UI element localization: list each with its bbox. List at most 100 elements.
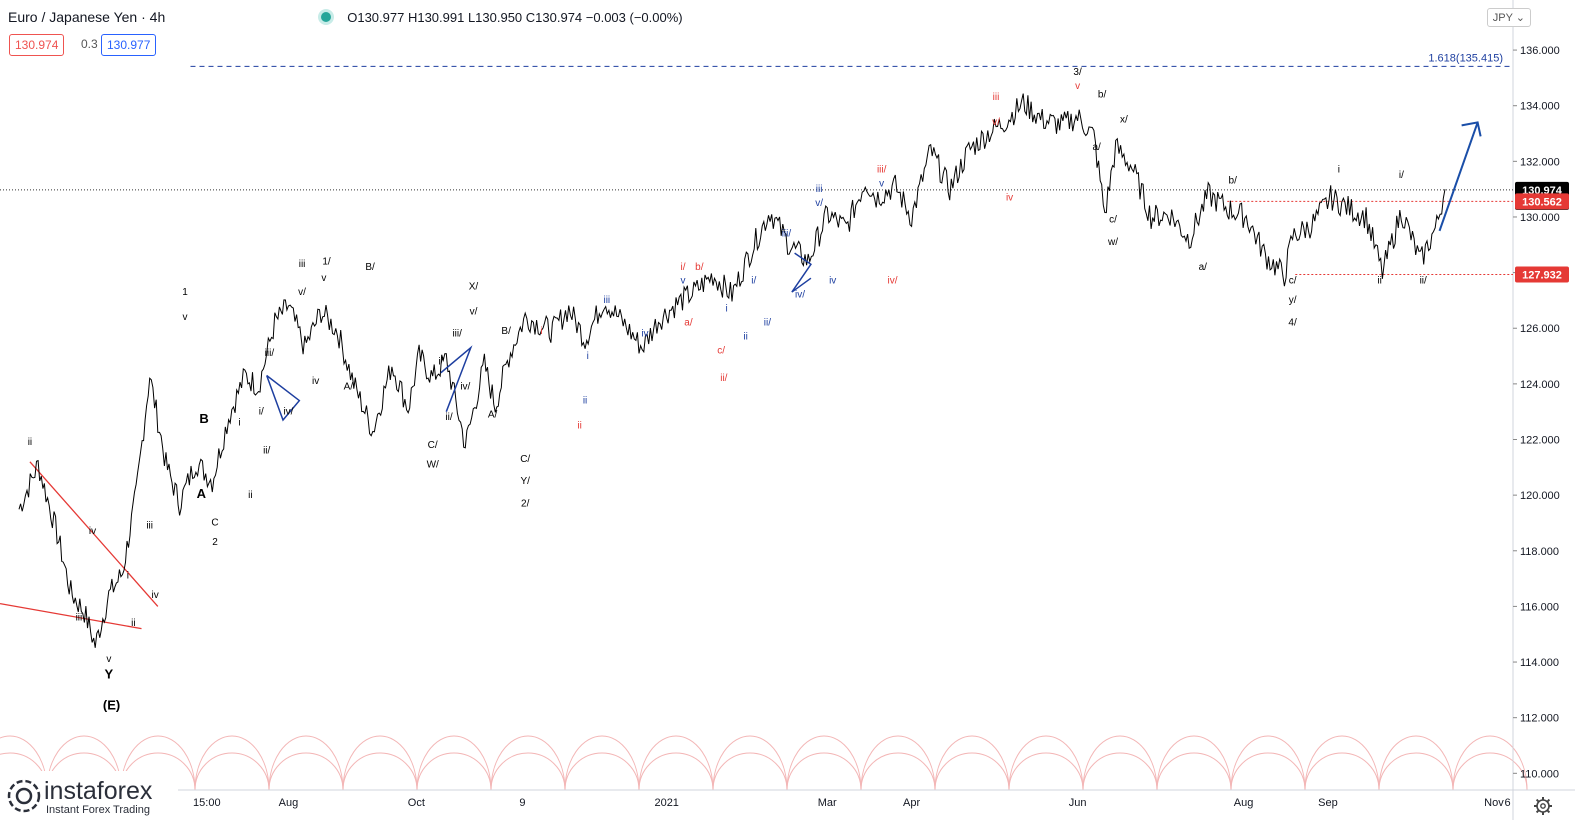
wave-label: c/ xyxy=(1109,215,1117,226)
wave-label: c/ xyxy=(1289,276,1297,287)
y-tick-label: 122.000 xyxy=(1520,435,1560,447)
triangle-pattern[interactable] xyxy=(440,345,473,412)
price-axis[interactable]: 110.000 112.000 114.000 116.000 118.000 120.0… xyxy=(1513,45,1569,780)
wave-label: v xyxy=(106,654,111,665)
symbol-header: Euro / Japanese Yen · 4h O130.977 H130.9… xyxy=(8,9,683,25)
wave-label: iii/ xyxy=(265,348,275,359)
price-series[interactable] xyxy=(18,93,1446,648)
wave-label: A xyxy=(197,486,207,501)
wave-label: i xyxy=(587,351,589,362)
cycle-arc xyxy=(0,735,48,791)
buy-button[interactable]: 130.977 xyxy=(101,34,157,56)
wave-label: ii xyxy=(743,331,747,342)
cycle-arc xyxy=(934,752,1010,791)
cycle-arc xyxy=(194,752,270,791)
wave-label: ii/ xyxy=(720,373,727,384)
triangle-pattern[interactable] xyxy=(791,252,812,293)
wave-label: 1/ xyxy=(322,256,331,267)
cycle-arc xyxy=(1008,752,1084,791)
cycle-arc xyxy=(638,735,714,791)
wave-label: C xyxy=(211,518,218,529)
wave-label: Y xyxy=(105,667,114,682)
cycle-arc xyxy=(860,735,936,791)
wave-label: B/ xyxy=(501,326,511,337)
currency-selector[interactable]: JPY ⌄ xyxy=(1486,8,1531,27)
settings-gear-icon[interactable] xyxy=(1533,796,1553,816)
wave-label: ii xyxy=(28,437,32,448)
level-2-badge: 127.932 xyxy=(1522,269,1562,281)
x-tick-label: 6 xyxy=(1504,797,1510,809)
wave-label: iv/ xyxy=(460,381,470,392)
cycle-arc xyxy=(786,735,862,791)
cycle-arc xyxy=(342,735,418,791)
currency-label: JPY xyxy=(1492,12,1513,24)
spread-value: 0.3 xyxy=(76,34,103,54)
wave-label: Y/ xyxy=(520,476,530,487)
cycle-arc xyxy=(120,735,196,791)
wave-label: iv xyxy=(151,590,158,601)
cycle-arc xyxy=(490,752,566,791)
wave-label: v xyxy=(321,273,326,284)
wave-label: ii xyxy=(577,420,581,431)
triangle-pattern[interactable] xyxy=(265,374,301,422)
cycle-arc xyxy=(1452,735,1528,791)
wave-label: iii xyxy=(299,259,306,270)
projection-arrow[interactable] xyxy=(1438,122,1479,232)
wave-label: ii xyxy=(1377,276,1381,287)
market-status-icon xyxy=(321,12,332,22)
wave-label: iv/ xyxy=(283,406,293,417)
cycle-arc xyxy=(1156,735,1232,791)
wave-label: a/ xyxy=(1092,142,1101,153)
wave-label: A/ xyxy=(488,409,498,420)
wave-label: v xyxy=(183,312,188,323)
wave-label: iv xyxy=(312,376,319,387)
x-tick-label: Aug xyxy=(1234,797,1254,809)
cycle-arc xyxy=(564,752,640,791)
instaforex-logo: instaforex Instant Forex Trading xyxy=(0,771,178,820)
wave-label: v/ xyxy=(470,306,478,317)
cycle-arc xyxy=(416,752,492,791)
wave-label: b/ xyxy=(1229,176,1238,187)
wave-label: v xyxy=(1075,81,1080,92)
y-tick-label: 112.000 xyxy=(1520,713,1559,725)
cycle-arc xyxy=(1378,752,1454,791)
wave-label: ii xyxy=(583,395,587,406)
cycle-arc xyxy=(46,735,122,791)
symbol-title[interactable]: Euro / Japanese Yen · 4h xyxy=(8,9,166,25)
wave-label: iv/ xyxy=(795,290,805,301)
y-tick-label: 120.000 xyxy=(1520,490,1560,502)
wave-label: v/ xyxy=(298,287,306,298)
trendline-upper[interactable] xyxy=(29,461,159,607)
wave-label: i/ xyxy=(751,276,756,287)
wave-label: ii/ xyxy=(445,412,452,423)
wave-label: i xyxy=(540,326,542,337)
chevron-down-icon: ⌄ xyxy=(1515,12,1525,24)
wave-label: iv xyxy=(1006,192,1013,203)
level-1-badge: 130.562 xyxy=(1522,196,1562,208)
wave-label: 4/ xyxy=(1288,317,1297,328)
cycle-arc xyxy=(1082,735,1158,791)
wave-label: 2/ xyxy=(521,498,530,509)
cycle-arc xyxy=(638,752,714,791)
wave-label: B/ xyxy=(365,262,375,273)
wave-label: i/ xyxy=(681,262,686,273)
cycle-arc xyxy=(1378,735,1454,791)
cycle-arc xyxy=(194,735,270,791)
cycle-arc xyxy=(1082,752,1158,791)
cycle-arc xyxy=(1230,752,1306,791)
y-tick-label: 110.000 xyxy=(1520,768,1559,780)
wave-label: iii xyxy=(76,612,83,623)
wave-label: b/ xyxy=(695,262,704,273)
cycle-arc xyxy=(934,735,1010,791)
y-tick-label: 132.000 xyxy=(1520,156,1560,168)
wave-label: i/ xyxy=(259,406,264,417)
wave-label: i xyxy=(238,418,240,429)
trendline-lower[interactable] xyxy=(0,602,142,630)
wave-label: iv xyxy=(829,276,836,287)
sell-button[interactable]: 130.974 xyxy=(9,34,65,56)
wave-label: 1 xyxy=(182,287,188,298)
y-tick-label: 136.000 xyxy=(1520,45,1560,57)
wave-label: ii/ xyxy=(764,317,771,328)
